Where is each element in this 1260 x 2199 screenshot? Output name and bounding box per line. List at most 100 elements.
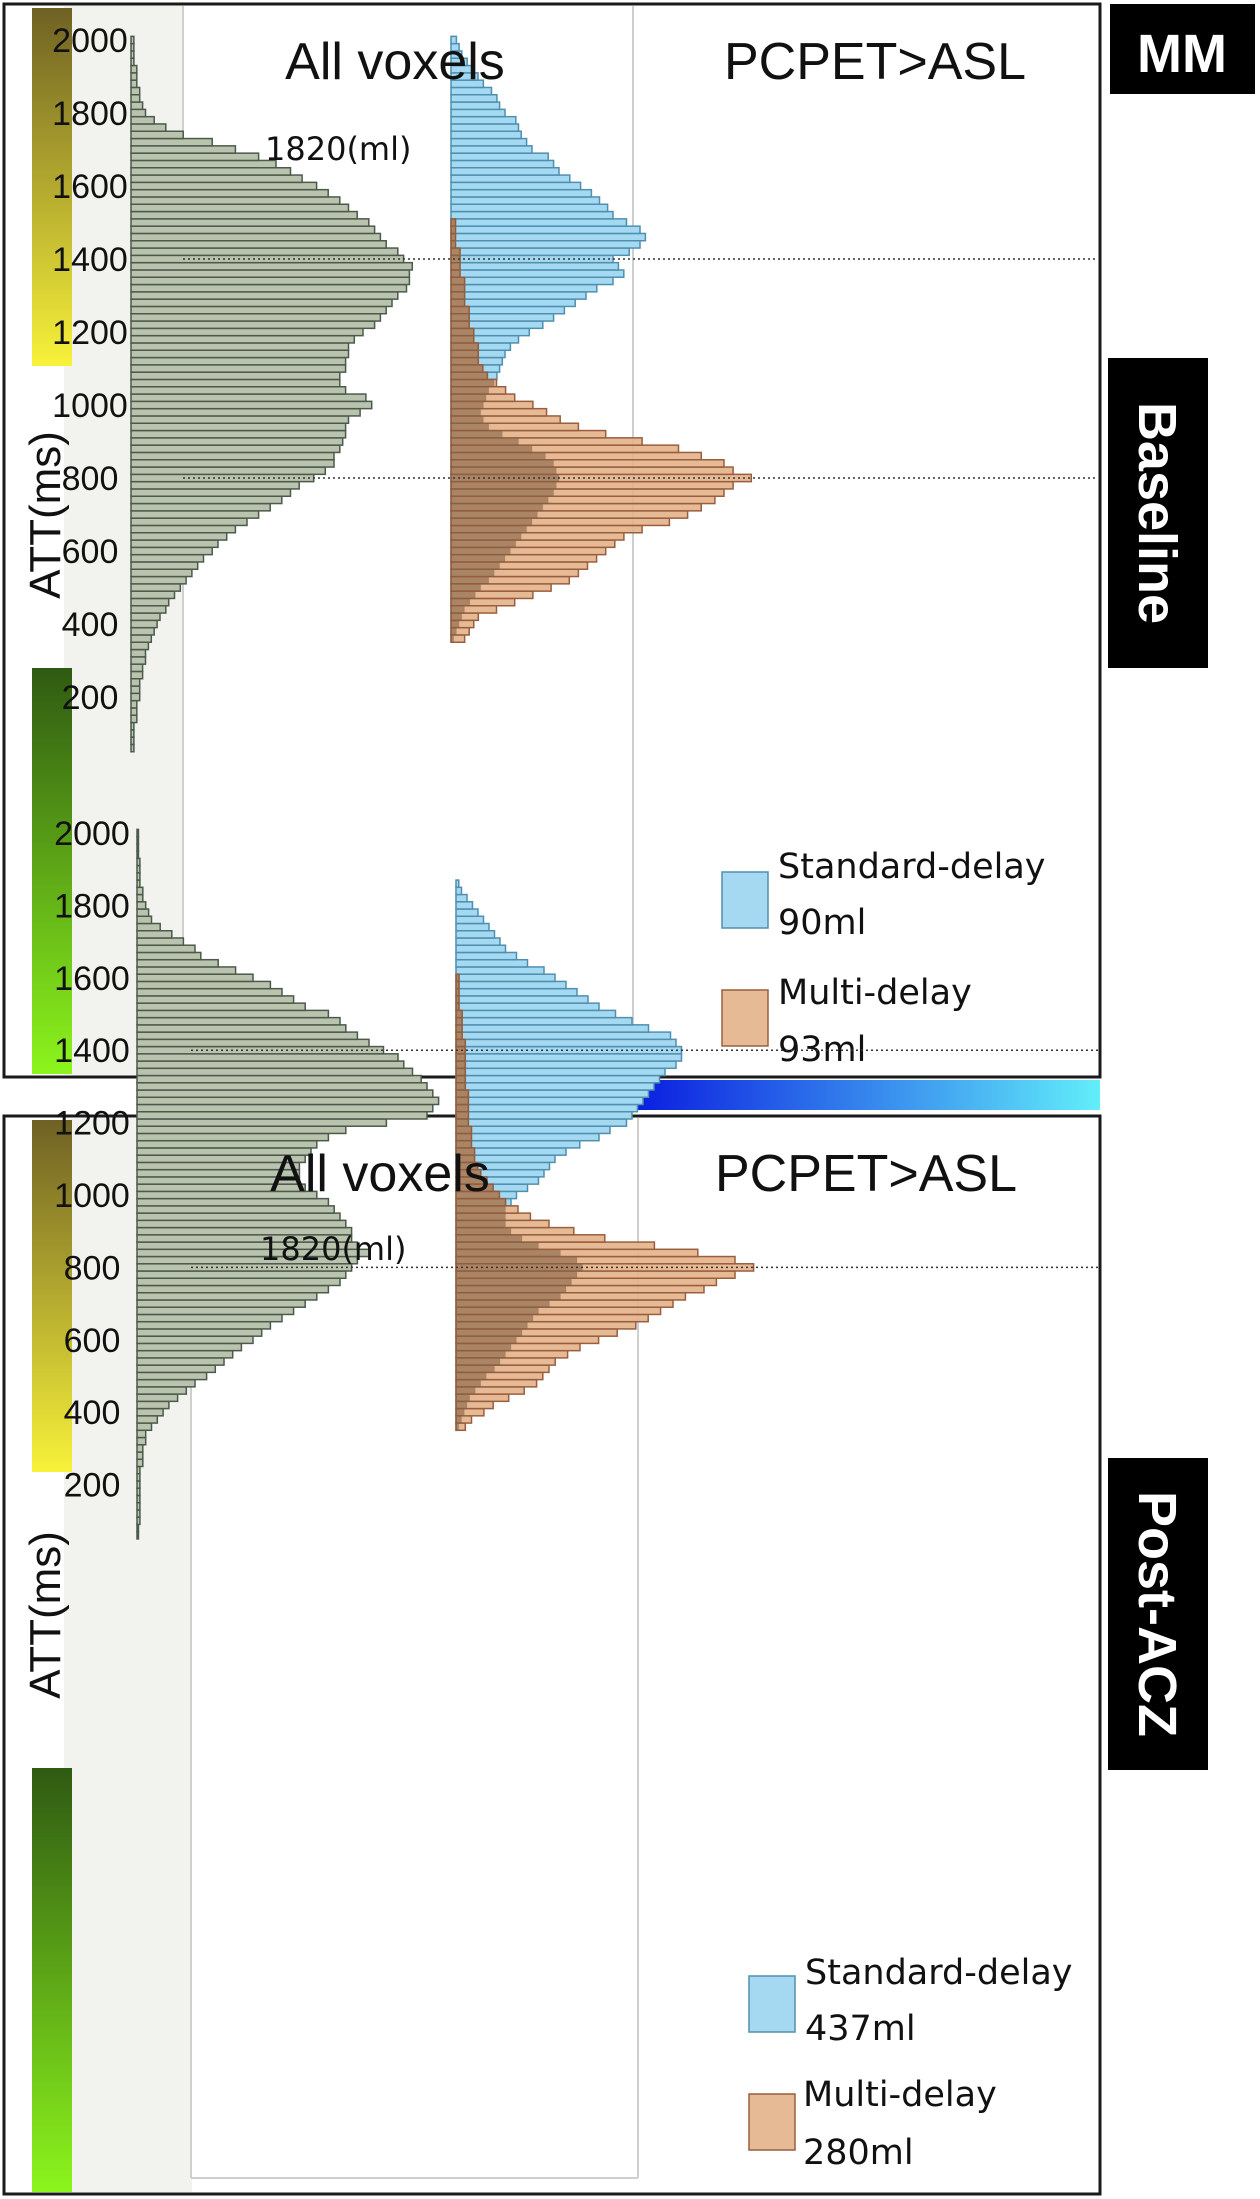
baseline-all-voxels-bar [130,707,138,717]
post-acz-y-tick-label: 1000 [54,1177,130,1215]
baseline-all-voxels-bar [130,407,361,417]
post-acz-all-voxels-bar [136,915,153,925]
baseline-overlap-segment [451,481,557,489]
post-acz-standard-delay-bar [455,987,578,997]
post-acz-standard-delay-bar [455,1074,661,1084]
post-acz-all-voxels-bar [136,1110,428,1120]
baseline-overlap-segment [451,364,483,373]
post-acz-y-tick-label: 600 [64,1322,121,1360]
post-acz-all-voxels-bar [136,1089,434,1099]
baseline-overlap-segment [451,415,484,424]
baseline-overlap-segment [451,372,488,380]
baseline-overlap-segment [451,262,461,270]
post-acz-standard-delay-bar [455,893,468,903]
post-acz-all-voxels-bar [136,1436,147,1446]
post-acz-all-voxels-bar [136,1487,141,1497]
baseline-all-voxels-bar [130,743,135,753]
baseline-overlap-segment [451,430,503,438]
baseline-overlap-segment [451,233,456,241]
baseline-all-voxels-bar [130,225,376,235]
post-acz-y-tick-label: 800 [64,1249,121,1287]
post-acz-overlap-segment [456,1357,500,1366]
baseline-standard-delay-bar [450,247,630,257]
baseline-all-voxels-bar [130,663,144,673]
baseline-standard-delay-bar [450,159,555,169]
baseline-standard-delay-bar [450,225,641,235]
baseline-all-voxels-bar [130,196,341,205]
baseline-all-voxels-bar [130,597,170,607]
baseline-y-tick-label: 600 [62,533,119,571]
post-acz-all-voxels-bar [136,1342,243,1352]
post-acz-all-voxels-bar [136,1103,434,1113]
baseline-overlap-segment [451,408,481,416]
post-acz-standard-delay-bar [455,1118,628,1127]
baseline-all-voxels-bar [130,510,260,519]
post-acz-all-voxels-bar [136,864,141,874]
baseline-all-voxels-bar [130,261,414,271]
baseline-standard-delay-bar [450,174,571,184]
baseline-all-voxels-bar [130,152,260,162]
post-acz-all-voxels-bar [136,1299,306,1308]
post-acz-overlap-segment [456,1220,506,1228]
baseline-all-voxels-bar [130,320,376,330]
baseline-all-voxels-bar [130,583,182,592]
post-acz-overlap-segment [456,1191,500,1199]
post-acz-all-voxels-bar [136,1357,225,1366]
post-acz-all-voxels-bar [136,1219,347,1229]
post-acz-all-voxels-bar [136,1364,217,1374]
baseline-overlap-segment [451,620,460,628]
baseline-all-voxels-bar [130,532,228,541]
post-acz-overlap-segment [456,1061,466,1069]
baseline-all-voxels-bar [130,115,155,125]
baseline-overlap-segment [451,240,456,249]
post-acz-all-voxels-bar [136,937,185,946]
baseline-all-voxels-bar [130,203,350,213]
post-acz-standard-delay-bar [455,922,490,932]
baseline-all-voxels-bar [130,524,237,534]
post-acz-standard-delay-bar [455,951,518,961]
baseline-all-voxels-bar [130,42,135,52]
post-acz-all-voxels-bar [136,1060,405,1070]
baseline-all-voxels-bar [130,386,347,395]
baseline-standard-delay-bar [450,269,625,279]
post-acz-all-voxels-bar [136,1400,170,1410]
baseline-standard-delay-bar [450,240,641,249]
baseline-standard-delay-bar [450,261,620,271]
baseline-standard-delay-bar [450,181,582,191]
baseline-all-voxels-bar [130,86,141,96]
baseline-all-voxels-bar [130,137,213,147]
post-acz-all-voxels-bar [136,987,283,997]
post-acz-all-voxels-bar [136,1386,188,1395]
baseline-all-voxels-bar [130,612,161,622]
post-acz-legend-standard-swatch [748,1975,796,2033]
baseline-all-voxels-bar [130,714,138,724]
baseline-overlap-segment [451,634,454,643]
baseline-all-voxels-bar [130,218,370,227]
post-acz-y-tick-label: 400 [64,1394,121,1432]
baseline-all-voxels-bar [130,64,138,74]
baseline-overlap-segment [451,335,474,343]
baseline-overlap-segment [451,423,489,431]
baseline-all-voxels-title: All voxels [285,33,505,91]
baseline-y-tick-label: 2000 [52,22,128,60]
baseline-y-tick-label: 1400 [52,241,128,279]
post-acz-standard-delay-bar [455,966,545,975]
post-acz-all-voxels-bar [136,843,140,852]
post-acz-all-voxels-bar [136,857,141,867]
baseline-all-voxels-bars [130,35,414,753]
post-acz-standard-delay-bar [455,1096,644,1106]
post-acz-all-voxels-bar [136,1516,141,1526]
baseline-all-voxels-bar [130,729,135,738]
baseline-standard-delay-bar [450,137,528,147]
post-acz-overlap-segment [456,1155,475,1163]
baseline-standard-delay-bar [450,298,576,308]
baseline-overlap-segment [451,277,465,285]
baseline-all-voxels-bar [130,721,135,731]
post-acz-legend-multi-swatch [748,2093,796,2151]
post-acz-all-voxels-bar [136,1009,330,1019]
baseline-all-voxels-bar [130,378,341,388]
baseline-all-voxels-bar [130,254,405,264]
post-acz-all-voxels-bar [136,1458,144,1468]
baseline-all-voxels-bar [130,371,341,381]
post-acz-overlap-segment [456,988,460,996]
